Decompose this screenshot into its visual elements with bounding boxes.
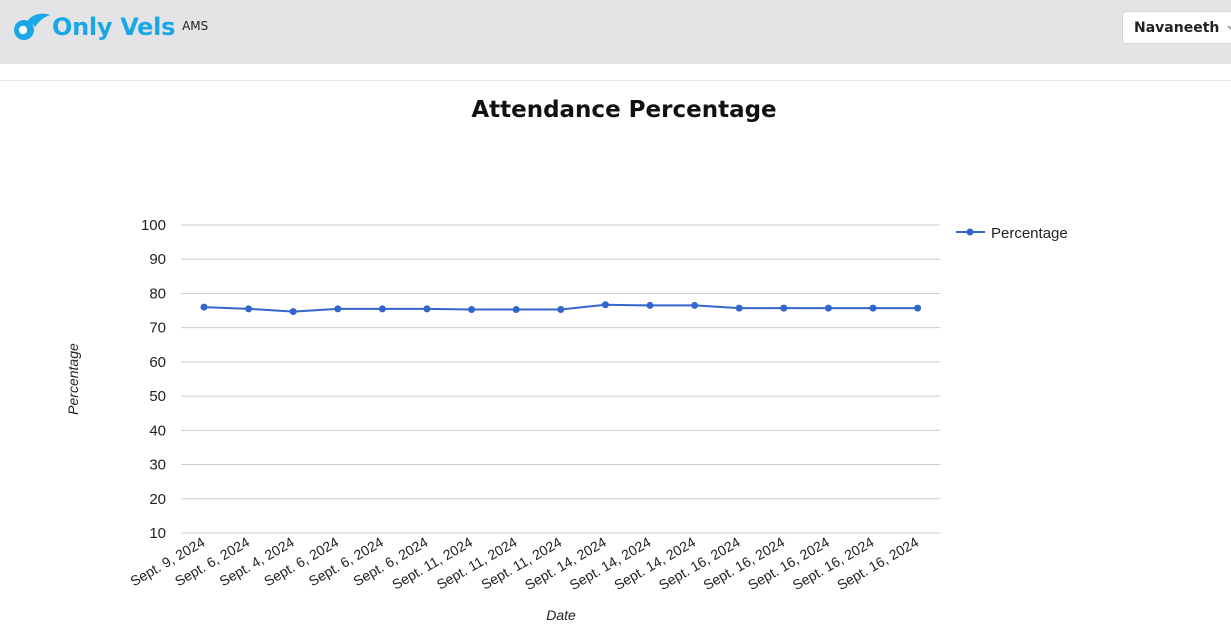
data-point — [869, 304, 877, 312]
header-divider — [0, 80, 1231, 81]
brand-subtitle: AMS — [182, 19, 209, 33]
data-point — [824, 304, 832, 312]
data-point — [200, 303, 208, 311]
data-point — [245, 305, 253, 313]
data-point — [780, 304, 788, 312]
y-tick-label: 40 — [149, 422, 166, 439]
y-tick-label: 20 — [149, 491, 166, 508]
y-tick-label: 100 — [141, 217, 166, 234]
legend-label: Percentage — [991, 225, 1068, 242]
data-point — [378, 305, 386, 313]
y-tick-label: 60 — [149, 354, 166, 371]
y-tick-label: 10 — [149, 525, 166, 542]
data-point — [334, 305, 342, 313]
brand-name: Only Vels — [52, 13, 176, 41]
brand-logo[interactable]: Only Vels AMS — [13, 12, 208, 42]
bird-logo-icon — [14, 13, 50, 40]
user-name: Navaneeth — [1134, 19, 1220, 36]
data-point — [423, 305, 431, 313]
y-tick-label: 50 — [149, 388, 166, 405]
data-point — [512, 306, 520, 314]
top-header: Only Vels AMS Navaneeth — [0, 0, 1231, 64]
y-tick-label: 30 — [149, 457, 166, 474]
data-point — [735, 304, 743, 312]
chevron-down-icon — [1227, 25, 1231, 30]
data-point — [557, 306, 565, 314]
y-axis-label: Percentage — [65, 343, 81, 415]
chart-title: Attendance Percentage — [471, 97, 777, 123]
x-axis-label: Date — [546, 607, 576, 623]
y-tick-label: 90 — [149, 251, 166, 268]
data-point — [289, 308, 297, 316]
data-point — [601, 301, 609, 309]
data-point — [691, 301, 699, 309]
y-tick-label: 80 — [149, 285, 166, 302]
y-tick-label: 70 — [149, 320, 166, 337]
data-point — [914, 304, 922, 312]
user-dropdown[interactable]: Navaneeth — [1122, 11, 1231, 44]
data-point — [468, 306, 476, 314]
data-point — [646, 301, 654, 309]
legend-marker — [966, 228, 974, 236]
